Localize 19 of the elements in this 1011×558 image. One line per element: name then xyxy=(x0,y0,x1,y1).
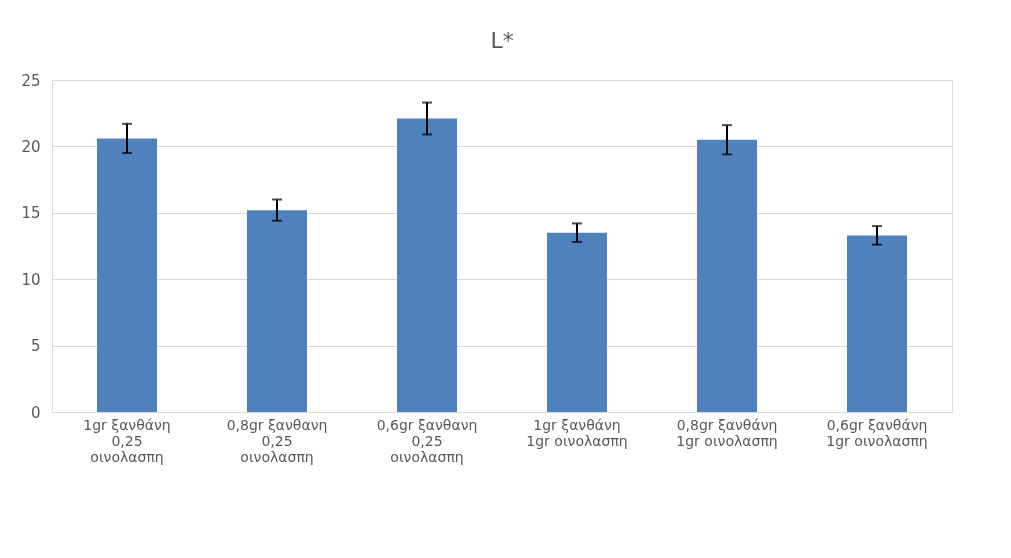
bar xyxy=(397,118,457,412)
bar xyxy=(697,139,757,412)
x-tick-label: 0,8gr ξανθανη 0,25 οινολασπη xyxy=(226,416,328,465)
y-tick-label: 20 xyxy=(21,137,41,156)
bar xyxy=(847,235,907,412)
y-tick-label: 15 xyxy=(21,204,41,223)
x-tick-label: 1gr ξανθάνη 1gr οινολασπη xyxy=(526,416,628,449)
x-tick-label: 0,6gr ξανθάνη 1gr οινολασπη xyxy=(826,416,928,449)
x-tick-label: 0,8gr ξανθάνη 1gr οινολασπη xyxy=(676,416,778,449)
x-tick-label: 1gr ξανθάνη 0,25 οινολασπη xyxy=(83,416,171,465)
bar xyxy=(547,232,607,412)
y-tick-label: 0 xyxy=(30,403,41,422)
bar xyxy=(247,210,307,412)
chart-title: L* xyxy=(490,28,514,53)
bar xyxy=(97,138,157,412)
y-tick-label: 25 xyxy=(21,71,41,90)
y-tick-label: 10 xyxy=(21,270,41,289)
x-tick-label: 0,6gr ξανθανη 0,25 οινολασπη xyxy=(376,416,478,465)
y-tick-label: 5 xyxy=(30,337,41,356)
